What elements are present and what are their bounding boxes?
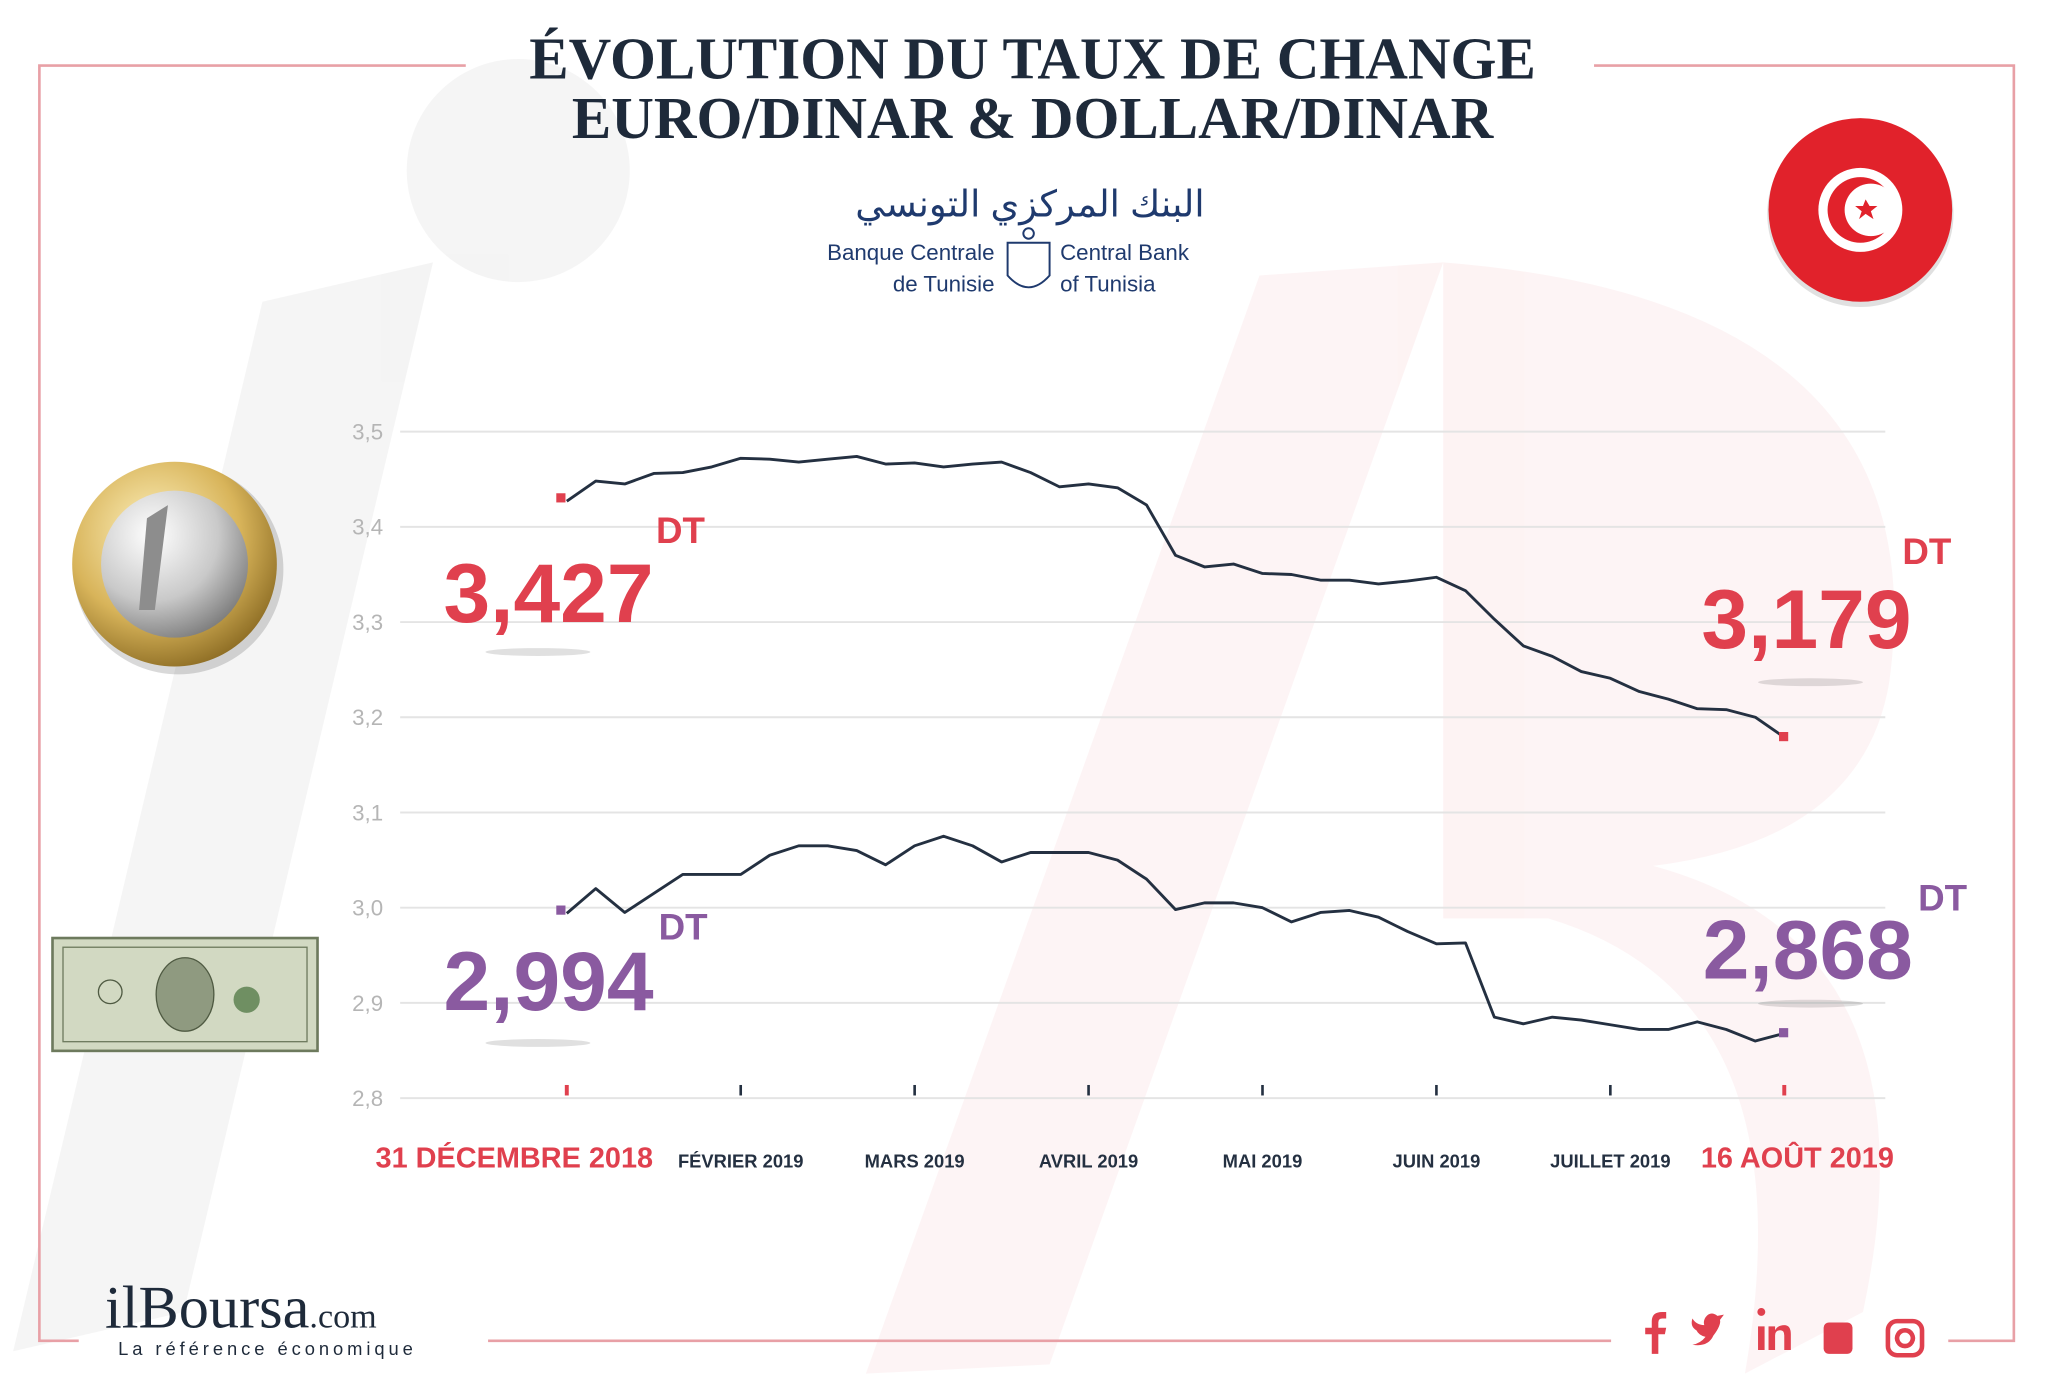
end-marker [1779,1028,1789,1038]
x-tick-label: JUIN 2019 [1393,1151,1481,1172]
bank-en: Central Bank [1060,240,1190,265]
plot: 2,8 2,9 3,0 3,1 3,2 3,3 3,4 3,5 31 DÉCEMBRE 2018… [352,420,1967,1175]
social-icons [1645,1308,1925,1358]
label-shadow [485,1039,591,1047]
brand: ilBoursa.com [105,1275,377,1342]
x-tick-label: AVRIL 2019 [1039,1151,1138,1172]
y-tick-label: 3,0 [352,896,383,921]
value-unit: DT [1918,877,1968,918]
bank-arabic: البنك المركزي التونسي [855,183,1204,225]
series-line [565,454,1786,739]
end-marker [556,493,566,503]
value-unit: DT [656,510,706,551]
label-shadow [485,648,591,656]
brand-domain: .com [309,1299,376,1336]
chart-title: ÉVOLUTION DU TAUX DE CHANGE [529,26,1536,92]
series-line [565,834,1785,1043]
frame [38,64,2016,1343]
bank-fr: de Tunisie [893,271,995,296]
label-shadow [1758,678,1863,687]
brand-name: ilBoursa [105,1275,309,1342]
facebook-icon[interactable] [1645,1311,1667,1354]
value-unit: DT [1902,531,1952,572]
value-unit: DT [659,906,709,947]
bank-fr: Banque Centrale [827,240,994,265]
x-tick-label: MARS 2019 [865,1151,965,1172]
value-label: 3,427 [443,546,653,640]
y-tick-label: 3,5 [352,420,383,445]
y-tick-label: 3,3 [352,610,383,635]
twitter-icon[interactable] [1691,1313,1724,1346]
value-label: 3,179 [1701,572,1911,666]
dollar-bill [51,936,319,1053]
watermark [13,59,1895,1374]
label-shadow [1758,999,1863,1008]
value-label: 2,994 [443,934,653,1028]
x-tick-label: MAI 2019 [1223,1151,1303,1172]
x-tick-label: 16 AOÛT 2019 [1701,1141,1894,1175]
x-tick-label: FÉVRIER 2019 [678,1151,804,1172]
chart-subtitle: EURO/DINAR & DOLLAR/DINAR [572,85,1495,151]
euro-coin [72,461,284,675]
bank-en: of Tunisia [1060,271,1156,296]
youtube-icon[interactable] [1823,1322,1853,1354]
tunisia-flag [1767,118,1954,307]
instagram-icon[interactable] [1885,1318,1925,1358]
value-label: 2,868 [1703,903,1913,997]
y-tick-label: 3,4 [352,515,383,540]
tagline: La référence économique [118,1338,417,1359]
y-tick-label: 3,1 [352,800,383,825]
linkedin-icon[interactable] [1757,1308,1791,1350]
y-tick-label: 2,8 [352,1086,383,1111]
x-tick-label: JUILLET 2019 [1550,1151,1670,1172]
y-tick-label: 3,2 [352,705,383,730]
end-marker [556,905,566,915]
x-tick-label: 31 DÉCEMBRE 2018 [376,1141,654,1175]
y-tick-label: 2,9 [352,991,383,1016]
bank-emblem [1006,227,1051,289]
end-marker [1779,732,1789,742]
